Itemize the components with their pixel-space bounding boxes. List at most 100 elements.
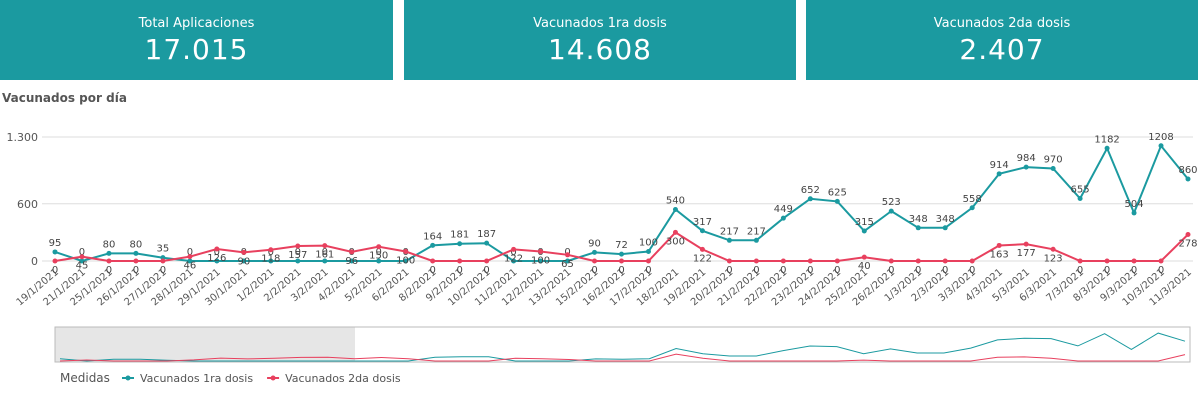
- point: [1158, 143, 1164, 149]
- point: [1023, 164, 1029, 170]
- data-label: 0: [1131, 265, 1137, 276]
- y-tick-label: 600: [17, 198, 38, 211]
- data-label: 118: [261, 254, 280, 265]
- point: [834, 258, 840, 264]
- point: [106, 258, 112, 264]
- point: [295, 258, 301, 264]
- point: [484, 258, 490, 264]
- point: [322, 243, 328, 249]
- point: [915, 258, 921, 264]
- point: [538, 248, 544, 254]
- point: [133, 258, 139, 264]
- data-label: 0: [726, 265, 732, 276]
- point: [511, 246, 517, 252]
- data-label: 72: [615, 240, 628, 251]
- point: [753, 258, 759, 264]
- point: [969, 205, 975, 211]
- data-label: 65: [561, 259, 574, 270]
- point: [565, 258, 571, 264]
- data-label: 278: [1178, 238, 1197, 249]
- data-label: 0: [1104, 265, 1110, 276]
- data-label: 95: [49, 238, 62, 249]
- point: [645, 258, 651, 264]
- point: [214, 258, 220, 264]
- kpi-label: Vacunados 1ra dosis: [533, 16, 667, 31]
- data-label: 0: [807, 265, 813, 276]
- data-label: 0: [1077, 265, 1083, 276]
- point: [457, 241, 463, 247]
- point: [214, 246, 220, 252]
- data-label: 96: [345, 256, 358, 267]
- data-label: 157: [288, 250, 307, 261]
- data-label: 0: [79, 247, 85, 258]
- point: [1104, 258, 1110, 264]
- data-label: 122: [693, 253, 712, 264]
- point: [807, 196, 813, 202]
- kpi-label: Total Aplicaciones: [138, 16, 255, 31]
- data-label: 1208: [1148, 132, 1173, 143]
- point: [511, 258, 517, 264]
- data-label: 0: [618, 265, 624, 276]
- point: [1185, 176, 1191, 182]
- point: [187, 254, 193, 260]
- point: [52, 249, 58, 255]
- point: [1131, 258, 1137, 264]
- data-label: 523: [882, 197, 901, 208]
- data-label: 40: [858, 261, 871, 272]
- kpi-value: 17.015: [144, 33, 249, 66]
- y-tick-label: 1.300: [7, 131, 39, 144]
- kpi-tile: Vacunados 1ra dosis 14.608: [404, 0, 796, 80]
- point: [430, 242, 436, 248]
- legend-title: Medidas: [60, 371, 110, 385]
- point: [888, 258, 894, 264]
- point: [942, 258, 948, 264]
- point: [403, 248, 409, 254]
- kpi-value: 14.608: [548, 33, 652, 66]
- data-label: 558: [963, 194, 982, 205]
- point: [996, 242, 1002, 248]
- data-label: 0: [187, 247, 193, 258]
- point: [241, 249, 247, 255]
- chart-title: Vacunados por día: [2, 91, 127, 105]
- data-label: 0: [106, 265, 112, 276]
- data-label: 348: [909, 214, 928, 225]
- point: [565, 252, 571, 258]
- data-label: 0: [483, 265, 489, 276]
- kpi-label: Vacunados 2da dosis: [933, 16, 1071, 31]
- data-label: 1182: [1094, 134, 1119, 145]
- point: [619, 258, 624, 264]
- data-label: 0: [834, 265, 840, 276]
- data-label: 0: [214, 247, 220, 258]
- point: [403, 258, 409, 264]
- point: [619, 251, 624, 257]
- navigator-line: [59, 332, 1186, 362]
- data-label: 100: [639, 237, 658, 248]
- data-label: 300: [666, 236, 685, 247]
- data-label: 0: [753, 265, 759, 276]
- data-label: 181: [450, 230, 469, 241]
- point: [753, 237, 759, 243]
- data-label: 914: [990, 160, 1009, 171]
- point: [1077, 196, 1083, 202]
- kpi-tile: Vacunados 2da dosis 2.407: [806, 0, 1198, 80]
- point: [106, 250, 112, 256]
- point: [780, 215, 786, 221]
- point: [160, 258, 166, 264]
- point: [699, 246, 705, 252]
- data-label: 0: [591, 265, 597, 276]
- point: [430, 258, 436, 264]
- point: [1104, 145, 1110, 151]
- point: [834, 198, 840, 204]
- point: [52, 258, 58, 264]
- point: [1131, 210, 1137, 216]
- point: [376, 244, 382, 250]
- data-label: 177: [1017, 248, 1036, 259]
- point: [780, 258, 786, 264]
- data-label: 90: [237, 256, 250, 267]
- data-label: 317: [693, 217, 712, 228]
- point: [484, 240, 490, 246]
- data-label: 625: [828, 187, 847, 198]
- point: [942, 225, 948, 231]
- point: [322, 258, 328, 264]
- point: [861, 254, 867, 260]
